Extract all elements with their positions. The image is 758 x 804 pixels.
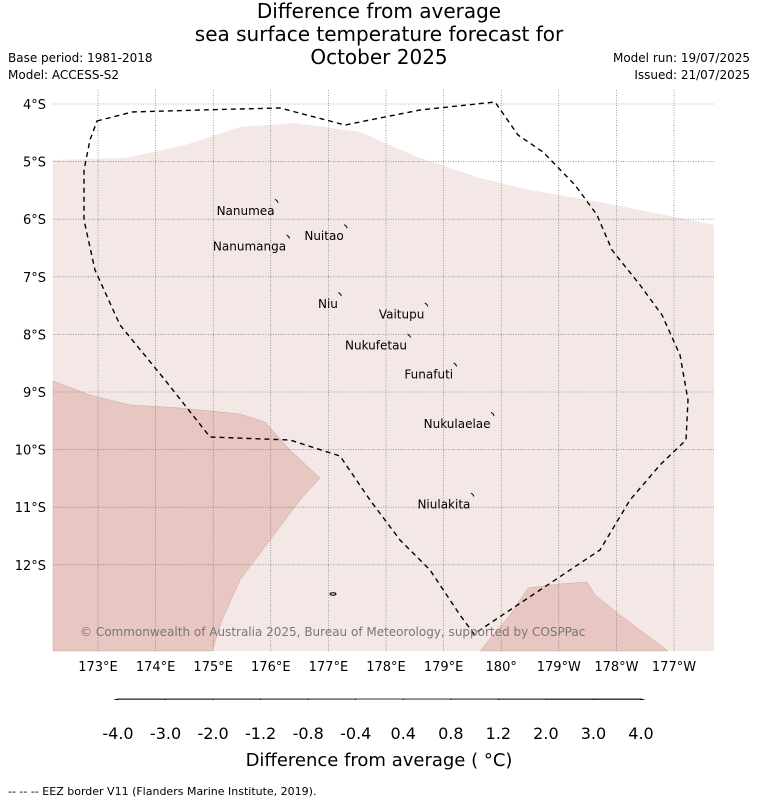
colorbar-segment xyxy=(450,698,499,700)
colorbar-segment xyxy=(307,698,357,700)
colorbar-tick-label: -0.8 xyxy=(292,724,324,743)
lat-tick-label: 11°S xyxy=(15,501,46,516)
meta-right: Model run: 19/07/2025 Issued: 21/07/2025 xyxy=(613,50,750,84)
island-label: Nuitao xyxy=(304,229,343,243)
latitude-labels: 4°S 5°S 6°S 7°S 8°S 9°S 10°S 11°S 12°S xyxy=(15,98,46,574)
colorbar-tick-label: -4.0 xyxy=(102,724,134,743)
colorbar-tick-label: -1.2 xyxy=(245,724,277,743)
islands: Nanumea Nuitao Nanumanga Niu Vaitupu Nukufeta… xyxy=(213,198,495,512)
copyright-notice: © Commonwealth of Australia 2025, Bureau… xyxy=(80,625,585,639)
island-label: Nanumea xyxy=(217,204,275,218)
island-outline xyxy=(286,234,291,239)
lat-tick-label: 10°S xyxy=(15,444,46,459)
lat-tick-label: 5°S xyxy=(23,156,46,171)
gridlines xyxy=(53,90,714,651)
title-line-1: Difference from average xyxy=(256,0,502,23)
colorbar xyxy=(113,698,646,700)
colorbar-segment xyxy=(260,698,309,700)
map-panel: Nanumea Nuitao Nanumanga Niu Vaitupu Nukufeta… xyxy=(15,90,714,700)
issued-date: Issued: 21/07/2025 xyxy=(634,68,750,82)
colorbar-tick-label: 0.8 xyxy=(438,724,464,743)
lat-tick-label: 12°S xyxy=(15,559,46,574)
lon-tick-label: 179°E xyxy=(424,660,464,675)
lon-tick-label: 174°E xyxy=(136,660,176,675)
model-name: Model: ACCESS-S2 xyxy=(8,68,120,82)
small-island-marker xyxy=(329,592,337,596)
lon-tick-label: 178°E xyxy=(366,660,406,675)
colorbar-segment xyxy=(355,698,404,700)
lon-tick-label: 179°W xyxy=(537,660,581,675)
colorbar-tick-label: 0.4 xyxy=(390,724,416,743)
map-title: Difference from average sea surface temp… xyxy=(0,0,758,69)
longitude-labels: 173°E 174°E 175°E 176°E 177°E 178°E 179°E 180° 1… xyxy=(78,660,696,675)
title-line-2: sea surface temperature forecast for xyxy=(194,22,564,46)
colorbar-arrow-high xyxy=(640,698,646,700)
colorbar-tick-label: -2.0 xyxy=(197,724,229,743)
lon-tick-label: 177°E xyxy=(309,660,349,675)
island-label: Vaitupu xyxy=(379,307,425,321)
colorbar-segment xyxy=(212,698,262,700)
island-label: Funafuti xyxy=(404,367,453,381)
eez-legend-note: -- -- -- EEZ border V11 (Flanders Marine… xyxy=(8,785,317,798)
eez-border-line xyxy=(83,101,689,635)
title-line-3: October 2025 xyxy=(310,45,448,69)
colorbar-arrow-low xyxy=(113,698,119,700)
colorbar-segment xyxy=(402,698,452,700)
island-label: Nanumanga xyxy=(213,239,286,253)
lon-tick-label: 180° xyxy=(486,660,517,675)
island-outline xyxy=(274,198,279,203)
colorbar-segment xyxy=(545,698,594,700)
reef-outline xyxy=(329,592,337,596)
lat-tick-label: 9°S xyxy=(23,386,46,401)
island-outline xyxy=(407,333,411,338)
colorbar-segment xyxy=(117,698,166,700)
colorbar-tick-label: -0.4 xyxy=(340,724,372,743)
lat-tick-label: 6°S xyxy=(23,213,46,228)
colorbar-segment xyxy=(165,698,214,700)
lon-tick-label: 177°W xyxy=(652,660,696,675)
base-period: Base period: 1981-2018 xyxy=(8,51,153,65)
colorbar-tick-label: 4.0 xyxy=(628,724,654,743)
lon-tick-label: 175°E xyxy=(193,660,233,675)
colorbar-tick-label: 1.2 xyxy=(485,724,512,743)
colorbar-segment xyxy=(593,698,642,700)
eez-border xyxy=(83,101,689,635)
lat-tick-label: 4°S xyxy=(23,98,46,113)
lat-tick-label: 7°S xyxy=(23,271,46,286)
meta-left: Base period: 1981-2018 Model: ACCESS-S2 xyxy=(8,50,153,84)
colorbar-title: Difference from average ( °C) xyxy=(245,750,513,771)
island-label: Nukufetau xyxy=(345,339,407,353)
lon-tick-label: 176°E xyxy=(251,660,291,675)
colorbar-tick-label: 2.0 xyxy=(533,724,559,743)
island-outline xyxy=(338,292,342,297)
island-outline xyxy=(424,302,429,307)
model-run: Model run: 19/07/2025 xyxy=(612,51,750,65)
island-label: Niu xyxy=(318,297,338,311)
lon-tick-label: 178°W xyxy=(594,660,638,675)
island-outline xyxy=(453,362,458,367)
island-outline xyxy=(490,411,495,417)
colorbar-segment xyxy=(497,698,547,700)
lat-tick-label: 8°S xyxy=(23,328,46,343)
island-outline xyxy=(343,224,348,229)
colorbar-tick-label: -3.0 xyxy=(149,724,182,743)
ocean-area xyxy=(52,90,714,652)
anomaly-band-0p8-1p2-west xyxy=(52,380,321,652)
island-outline xyxy=(470,492,475,497)
lon-tick-label: 173°E xyxy=(78,660,118,675)
island-label: Nukulaelae xyxy=(424,417,491,431)
colorbar-tick-label: 3.0 xyxy=(580,724,607,743)
colorbar-tick-labels: -4.0 -3.0 -2.0 -1.2 -0.8 -0.4 0.4 0.8 1.2 2.0 3.0 4… xyxy=(0,724,758,746)
island-label: Niulakita xyxy=(417,498,470,512)
